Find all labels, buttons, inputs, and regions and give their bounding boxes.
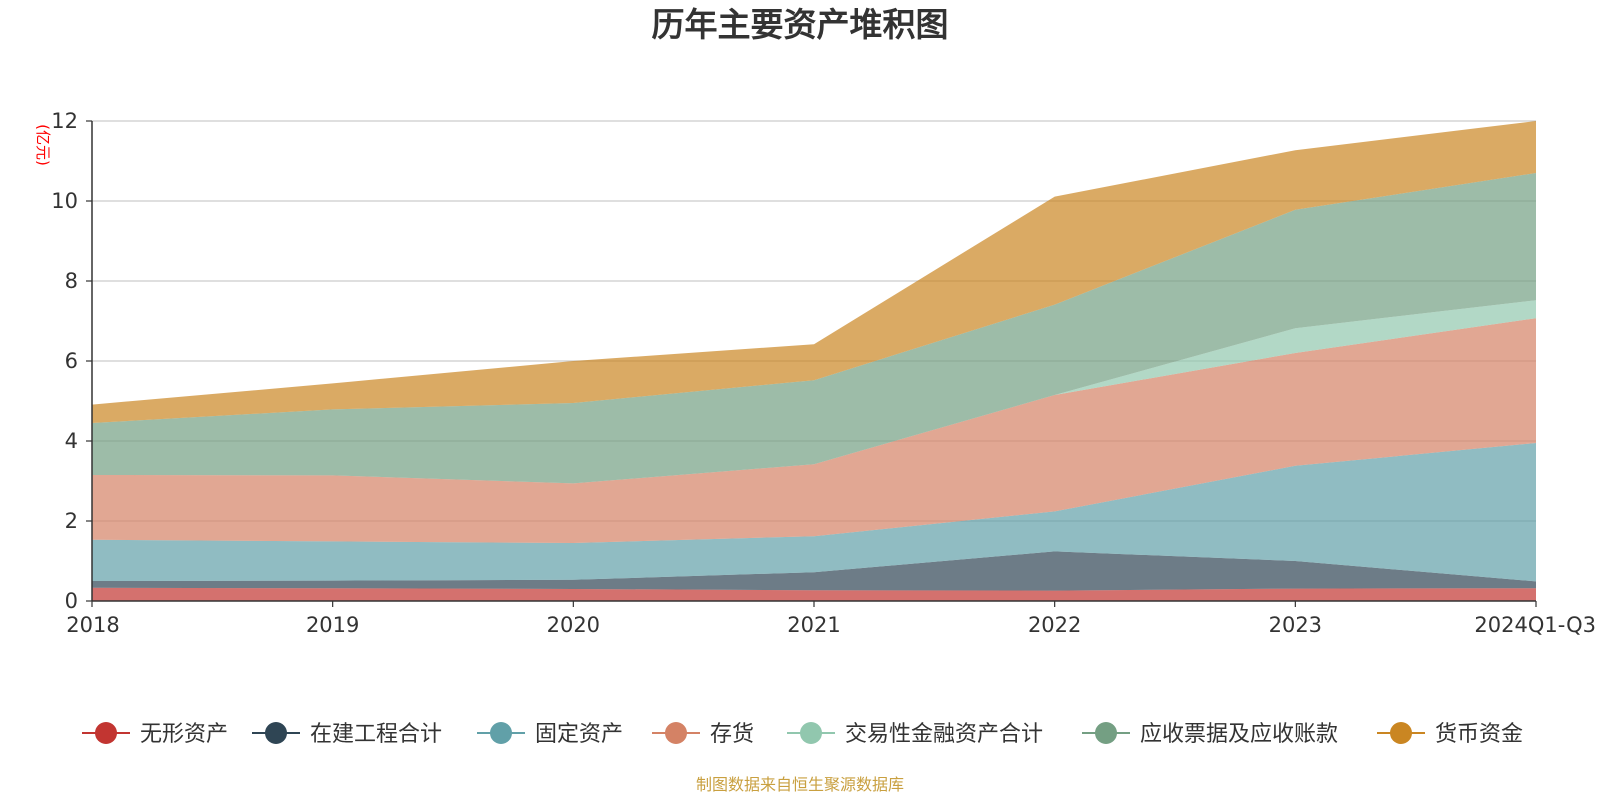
area-4: [92, 300, 1536, 484]
legend-item-1[interactable]: 在建工程合计: [252, 722, 442, 747]
data-source-note: 制图数据来自恒生聚源数据库: [696, 775, 904, 794]
y-tick-label: 4: [65, 429, 78, 453]
y-axis-unit: (亿元): [34, 124, 52, 166]
x-tick-label: 2022: [1028, 613, 1081, 637]
area-series: [92, 121, 1536, 601]
area-5: [92, 173, 1536, 484]
x-tick-label: 2021: [787, 613, 840, 637]
area-3: [92, 318, 1536, 543]
legend-label: 应收票据及应收账款: [1140, 722, 1338, 747]
y-tick-labels: 0 2 4 6 8 10 12: [51, 109, 78, 613]
legend-item-0[interactable]: 无形资产: [82, 722, 228, 747]
x-tick-label: 2020: [547, 613, 600, 637]
legend-label: 在建工程合计: [310, 722, 442, 747]
legend-item-5[interactable]: 应收票据及应收账款: [1082, 722, 1338, 747]
legend-marker: [95, 722, 117, 744]
y-tick-label: 10: [51, 189, 78, 213]
legend-marker: [1390, 722, 1412, 744]
legend-marker: [265, 722, 287, 744]
legend-item-2[interactable]: 固定资产: [477, 722, 623, 747]
y-tick-label: 12: [51, 109, 78, 133]
legend: 无形资产 在建工程合计 固定资产 存货 交易性金融资产合计 应收票据及应收账款 货币资金: [82, 722, 1523, 747]
x-tick-label: 2018: [66, 613, 119, 637]
legend-marker: [800, 722, 822, 744]
legend-marker: [1095, 722, 1117, 744]
area-1: [92, 551, 1536, 591]
axes: [86, 120, 1537, 607]
legend-label: 存货: [710, 722, 754, 747]
x-tick-label: 2023: [1269, 613, 1322, 637]
legend-item-4[interactable]: 交易性金融资产合计: [787, 722, 1043, 747]
legend-label: 无形资产: [140, 722, 228, 747]
chart-title: 历年主要资产堆积图: [652, 5, 949, 44]
legend-label: 固定资产: [535, 722, 623, 747]
legend-marker: [665, 722, 687, 744]
y-tick-label: 2: [65, 509, 78, 533]
area-0: [92, 587, 1536, 601]
y-tick-label: 0: [65, 589, 78, 613]
area-6: [92, 121, 1536, 423]
y-tick-label: 6: [65, 349, 78, 373]
x-tick-labels: 2018 2019 2020 2021 2022 2023 2024Q1-Q3: [66, 613, 1596, 637]
area-2: [92, 443, 1536, 582]
legend-label: 交易性金融资产合计: [845, 722, 1043, 747]
x-tick-label: 2024Q1-Q3: [1474, 613, 1596, 637]
legend-item-6[interactable]: 货币资金: [1377, 722, 1523, 747]
x-tick-label: 2019: [306, 613, 359, 637]
y-tick-label: 8: [65, 269, 78, 293]
legend-marker: [490, 722, 512, 744]
legend-item-3[interactable]: 存货: [652, 722, 754, 747]
legend-label: 货币资金: [1435, 722, 1523, 747]
